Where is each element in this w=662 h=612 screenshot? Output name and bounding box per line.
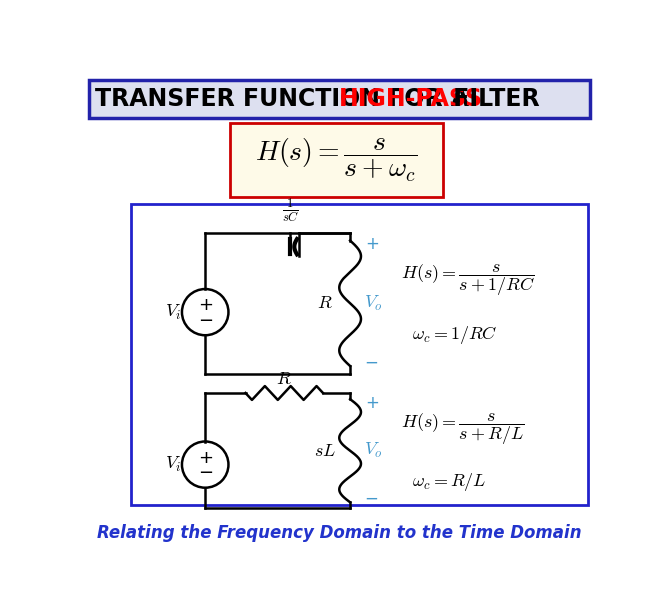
Text: $sL$: $sL$ <box>314 442 336 460</box>
FancyBboxPatch shape <box>131 204 588 505</box>
Text: $R$: $R$ <box>277 370 292 388</box>
Text: $\omega_c = R/L$: $\omega_c = R/L$ <box>412 471 487 493</box>
Text: $H(s) = \dfrac{s}{s + R/L}$: $H(s) = \dfrac{s}{s + R/L}$ <box>401 411 524 447</box>
Text: $V_i$: $V_i$ <box>164 455 181 474</box>
FancyBboxPatch shape <box>230 124 443 196</box>
Text: +: + <box>198 296 213 314</box>
Text: +: + <box>365 236 379 253</box>
Text: −: − <box>364 353 378 371</box>
Text: +: + <box>365 394 379 412</box>
Text: $\frac{1}{sC}$: $\frac{1}{sC}$ <box>282 197 299 225</box>
Text: $V_o$: $V_o$ <box>364 441 383 460</box>
Text: $H(s) = \dfrac{s}{s + \omega_c}$: $H(s) = \dfrac{s}{s + \omega_c}$ <box>255 136 418 184</box>
Text: TRANSFER FUNCTION FOR A: TRANSFER FUNCTION FOR A <box>95 87 477 111</box>
Text: HIGH-PASS: HIGH-PASS <box>338 87 483 111</box>
Text: $H(s) = \dfrac{s}{s + 1/RC}$: $H(s) = \dfrac{s}{s + 1/RC}$ <box>401 262 535 297</box>
Text: $V_i$: $V_i$ <box>164 302 181 322</box>
Text: FILTER: FILTER <box>446 87 540 111</box>
Text: $R$: $R$ <box>318 294 333 312</box>
Text: +: + <box>198 449 213 467</box>
Text: $\omega_c = 1/RC$: $\omega_c = 1/RC$ <box>412 324 498 346</box>
Text: −: − <box>198 464 213 482</box>
Text: −: − <box>364 490 378 507</box>
FancyBboxPatch shape <box>89 80 590 118</box>
Text: −: − <box>198 312 213 330</box>
Text: $V_o$: $V_o$ <box>364 294 383 313</box>
Text: Relating the Frequency Domain to the Time Domain: Relating the Frequency Domain to the Tim… <box>97 524 582 542</box>
